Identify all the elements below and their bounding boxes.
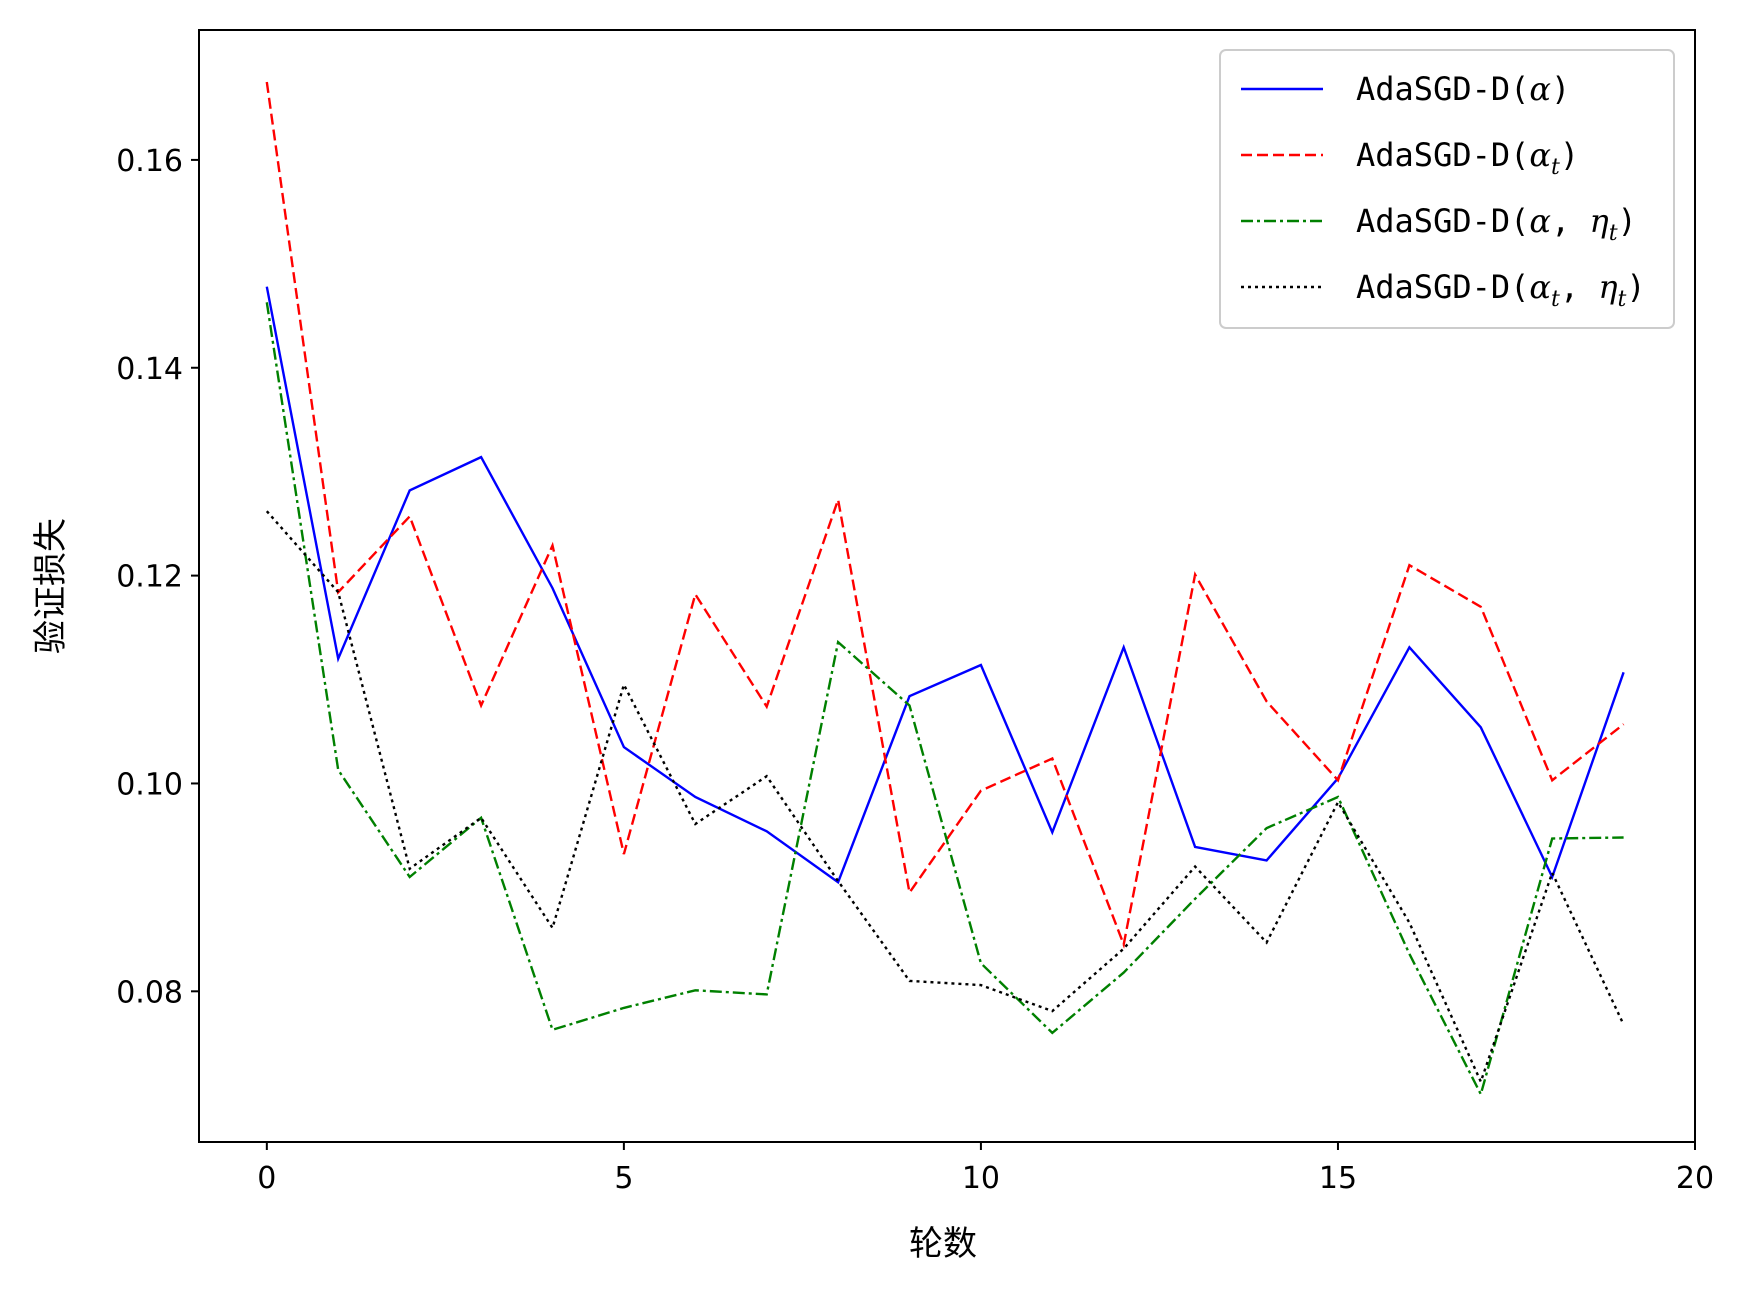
y-tick-label: 0.10	[116, 767, 183, 802]
y-axis-ticks: 0.08 0.10 0.12 0.14 0.16	[116, 144, 199, 1010]
y-tick-label: 0.16	[116, 144, 183, 179]
y-tick-label: 0.14	[116, 352, 183, 387]
x-axis-label: 轮数	[909, 1224, 977, 1264]
legend-box	[1219, 49, 1675, 329]
y-tick-label: 0.12	[116, 560, 183, 595]
y-tick-label: 0.08	[116, 975, 183, 1010]
x-tick-label: 15	[1319, 1161, 1357, 1196]
x-tick-label: 10	[962, 1161, 1000, 1196]
x-tick-label: 0	[257, 1161, 276, 1196]
x-axis-ticks: 0 5 10 15 20	[257, 1142, 1714, 1196]
x-tick-label: 5	[614, 1161, 633, 1196]
plot-frame	[198, 29, 1696, 1143]
series-line-1	[265, 286, 1625, 885]
legend-label-1: AdaSGD-D(α)	[1356, 70, 1570, 108]
series-line-3	[265, 302, 1624, 1098]
series-layer	[265, 81, 1625, 1098]
series-line-2	[265, 81, 1625, 949]
legend-label-4: AdaSGD-D(αt​, ηt​)	[1356, 268, 1646, 312]
y-axis-label: 验证损失	[31, 518, 71, 654]
legend: AdaSGD-D(α) AdaSGD-D(αt​) AdaSGD-D(α, ηt​)…	[1219, 49, 1675, 329]
legend-label-2: AdaSGD-D(αt​)	[1356, 136, 1579, 180]
legend-label-3: AdaSGD-D(α, ηt​)	[1356, 202, 1637, 246]
x-tick-label: 20	[1676, 1161, 1714, 1196]
series-line-4	[265, 510, 1625, 1085]
